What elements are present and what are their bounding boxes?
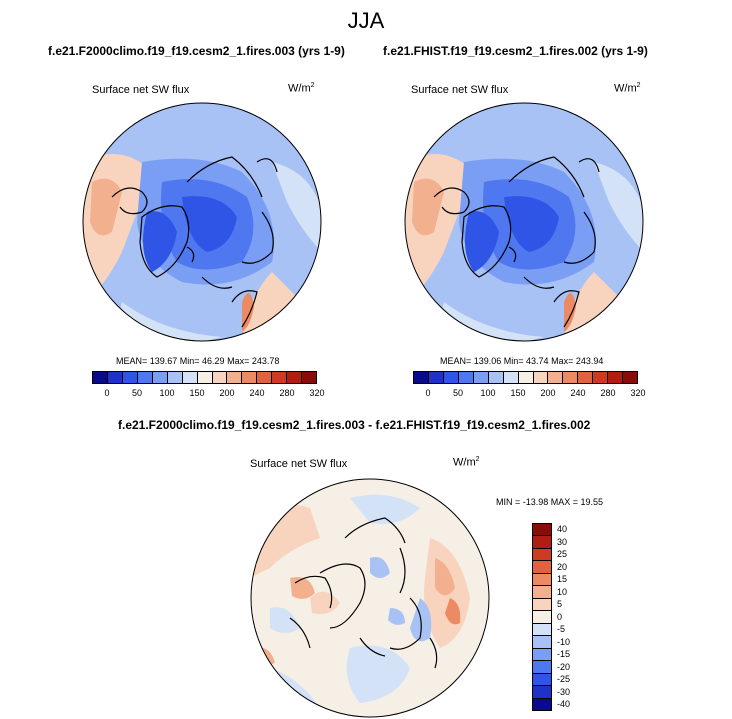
diff-colorbar-swatch (533, 585, 551, 598)
panel-2-colorbar-swatch (562, 372, 578, 383)
diff-colorbar-swatch (533, 560, 551, 573)
panel-1-colorbar-swatch (241, 372, 257, 383)
diff-colorbar-tick-label: -5 (557, 624, 566, 635)
panel-2-colorbar-swatch (517, 372, 533, 383)
diff-colorbar-tick-label: -25 (557, 674, 571, 685)
diff-panel-units-label: W/m2 (453, 456, 480, 469)
diff-colorbar-swatch (533, 597, 551, 611)
panel-1-colorbar-tick-label: 0 (104, 388, 110, 398)
panel-1-title: f.e21.F2000climo.f19_f19.cesm2_1.fires.0… (48, 44, 345, 58)
panel-1-colorbar-tick-label: 240 (249, 388, 265, 398)
panel-2-colorbar-swatch (487, 372, 503, 383)
diff-colorbar-swatch (533, 524, 551, 536)
panel-1-colorbar-swatch (211, 372, 227, 383)
diff-colorbar-swatch (533, 647, 551, 661)
diff-colorbar-tick-label: 40 (557, 524, 568, 534)
diff-colorbar-swatch (533, 547, 551, 561)
panel-2-colorbar-tick-label: 50 (452, 388, 464, 398)
diff-colorbar-swatch (533, 635, 551, 648)
diff-panel-map (250, 478, 490, 718)
diff-colorbar-tick-label: 30 (557, 536, 568, 547)
diff-colorbar-swatch (533, 610, 551, 623)
panel-1-colorbar-swatch (106, 372, 122, 383)
panel-1-colorbar-swatch (166, 372, 182, 383)
panel-1-colorbar-tick-label: 150 (189, 388, 205, 398)
diff-colorbar-tick-label: -10 (557, 636, 571, 647)
panel-1-colorbar-ticks: 0 50 100 150 200 240 280 320 (92, 388, 324, 400)
diff-colorbar-swatch (533, 572, 551, 586)
diff-panel-stats: MIN = -13.98 MAX = 19.55 (496, 497, 604, 507)
panel-2-colorbar-swatch (427, 372, 443, 383)
diff-colorbar-tick-label: 20 (557, 561, 568, 572)
panel-2-units-label: W/m2 (614, 82, 641, 95)
diff-colorbar-swatch (533, 535, 551, 548)
diff-colorbar-tick-label: -20 (557, 661, 571, 672)
panel-2-map (404, 102, 644, 342)
panel-1-colorbar-swatch (301, 372, 317, 383)
panel-1-map (82, 102, 322, 342)
panel-2-colorbar-swatch (547, 372, 563, 383)
panel-2-colorbar-swatch (592, 372, 608, 383)
main-title: JJA (347, 8, 385, 33)
panel-1-colorbar-swatch (121, 372, 137, 383)
panel-1-stats: MEAN= 139.67 Min= 46.29 Max= 243.78 (116, 356, 280, 366)
diff-colorbar-tick-label: -40 (557, 699, 571, 710)
panel-2-colorbar (413, 371, 638, 384)
panel-1-colorbar-swatch (226, 372, 242, 383)
panel-2-colorbar-swatch (607, 372, 623, 383)
panel-1-colorbar-swatch (271, 372, 287, 383)
panel-1-colorbar-tick-label: 280 (279, 388, 295, 398)
panel-1-colorbar-tick-label: 50 (131, 388, 143, 398)
panel-2-colorbar-tick-label: 200 (540, 388, 556, 398)
panel-1-colorbar-swatch (286, 372, 302, 383)
panel-2-colorbar-swatch (442, 372, 458, 383)
panel-1-colorbar-tick-label: 200 (219, 388, 235, 398)
diff-panel-variable-label: Surface net SW flux (250, 458, 348, 470)
panel-1-variable-label: Surface net SW flux (92, 84, 190, 96)
panel-2-colorbar-swatch (414, 372, 428, 383)
panel-2-colorbar-swatch (532, 372, 548, 383)
panel-2-colorbar-ticks: 0 50 100 150 200 240 280 320 (413, 388, 645, 400)
diff-colorbar-tick-label: -30 (557, 686, 571, 697)
panel-1-colorbar (92, 371, 317, 384)
diff-colorbar-tick-label: -15 (557, 649, 571, 660)
panel-1-units-label: W/m2 (288, 82, 315, 95)
panel-2-colorbar-swatch (457, 372, 473, 383)
panel-2-colorbar-swatch (577, 372, 593, 383)
panel-2-variable-label: Surface net SW flux (411, 84, 509, 96)
diff-colorbar-swatch (533, 697, 551, 711)
diff-colorbar-swatch (533, 685, 551, 698)
panel-2-title: f.e21.FHIST.f19_f19.cesm2_1.fires.002 (y… (383, 44, 648, 58)
diff-colorbar-tick-label: 25 (557, 549, 568, 560)
panel-1-colorbar-swatch (93, 372, 107, 383)
panel-1-colorbar-swatch (256, 372, 272, 383)
diff-colorbar (532, 523, 552, 711)
panel-1-colorbar-swatch (181, 372, 197, 383)
panel-2-colorbar-swatch (502, 372, 518, 383)
panel-2-colorbar-tick-label: 0 (425, 388, 431, 398)
panel-1-colorbar-swatch (196, 372, 212, 383)
diff-colorbar-swatch (533, 672, 551, 686)
panel-1-colorbar-tick-label: 100 (159, 388, 175, 398)
panel-2-colorbar-tick-label: 280 (600, 388, 616, 398)
panel-2-colorbar-tick-label: 240 (570, 388, 586, 398)
panel-1-colorbar-tick-label: 320 (309, 388, 325, 398)
diff-colorbar-swatch (533, 660, 551, 673)
diff-colorbar-tick-label: 5 (557, 599, 563, 610)
diff-panel-title: f.e21.F2000climo.f19_f19.cesm2_1.fires.0… (118, 418, 591, 432)
diff-colorbar-tick-label: 0 (557, 611, 563, 622)
panel-2-colorbar-tick-label: 100 (480, 388, 496, 398)
panel-2-colorbar-tick-label: 320 (630, 388, 646, 398)
panel-2-colorbar-swatch (622, 372, 638, 383)
diff-colorbar-tick-label: 10 (557, 586, 568, 597)
panel-2-stats: MEAN= 139.06 Min= 43.74 Max= 243.94 (440, 356, 604, 366)
panel-2-colorbar-swatch (472, 372, 488, 383)
diff-colorbar-tick-label: 15 (557, 574, 568, 585)
diff-colorbar-swatch (533, 622, 551, 636)
panel-1-colorbar-swatch (136, 372, 152, 383)
diff-colorbar-ticks: 40 30 25 20 15 10 5 0 -5 -10 -15 -20 -25 -30 -40 (557, 523, 587, 711)
panel-1-colorbar-swatch (151, 372, 167, 383)
panel-2-colorbar-tick-label: 150 (510, 388, 526, 398)
